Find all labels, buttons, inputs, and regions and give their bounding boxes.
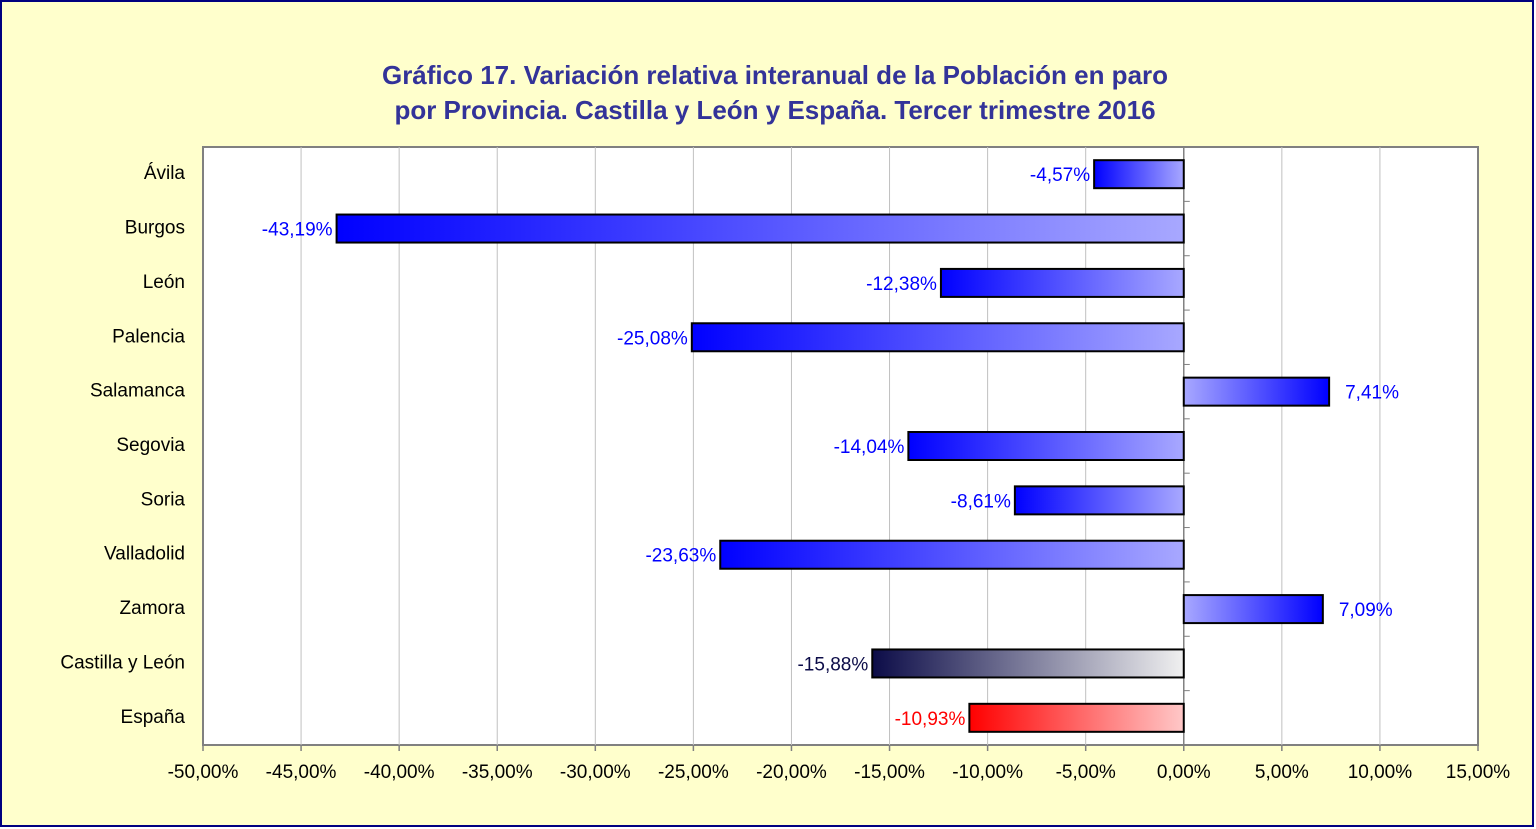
bar [1013,485,1185,516]
bar [968,702,1185,733]
x-tick-label: -35,00% [462,762,533,783]
x-tick-label: -30,00% [560,762,631,783]
y-tick-label: León [143,272,185,293]
bar [1182,594,1324,625]
x-tick-label: -25,00% [658,762,729,783]
y-tick-label: Ávila [144,163,186,184]
x-tick-label: -45,00% [266,762,337,783]
data-label: -23,63% [645,546,716,567]
plot-area [202,146,1479,746]
y-tick-label: Burgos [125,218,185,239]
chart-title: Gráfico 17. Variación relativa interanua… [382,60,1168,90]
y-tick-label: Segovia [116,435,185,456]
data-label: -4,57% [1030,165,1090,186]
data-label: -25,08% [617,328,688,349]
data-label: -43,19% [262,220,333,241]
x-tick-label: -50,00% [168,762,239,783]
bar [907,431,1185,461]
y-tick-label: Zamora [120,598,186,619]
bar [1182,376,1331,407]
bar [690,322,1185,353]
x-tick-label: -5,00% [1056,762,1116,783]
x-tick-label: 5,00% [1255,762,1309,783]
x-tick-label: -40,00% [364,762,435,783]
bar [719,539,1185,570]
data-label: -10,93% [895,709,966,730]
y-tick-label: Castilla y León [60,652,185,673]
x-tick-label: -15,00% [854,762,925,783]
y-tick-label: Valladolid [104,544,185,565]
x-tick-label: 0,00% [1157,762,1211,783]
bar [335,213,1185,244]
x-tick-label: -20,00% [756,762,827,783]
data-label: 7,41% [1345,383,1399,404]
y-tick-label: España [121,707,186,728]
y-tick-label: Soria [141,489,186,510]
data-label: -15,88% [797,654,868,675]
chart-title: por Provincia. Castilla y León y España.… [394,95,1155,125]
bar [1093,159,1185,190]
x-tick-label: -10,00% [952,762,1023,783]
bar [871,648,1185,679]
data-label: -8,61% [951,491,1011,512]
y-tick-label: Salamanca [90,381,185,402]
bar [939,267,1185,298]
data-label: 7,09% [1339,600,1393,621]
y-tick-label: Palencia [112,326,185,347]
x-tick-label: 10,00% [1348,762,1413,783]
x-tick-label: 15,00% [1446,762,1511,783]
data-label: -14,04% [834,437,905,458]
data-label: -12,38% [866,274,937,295]
